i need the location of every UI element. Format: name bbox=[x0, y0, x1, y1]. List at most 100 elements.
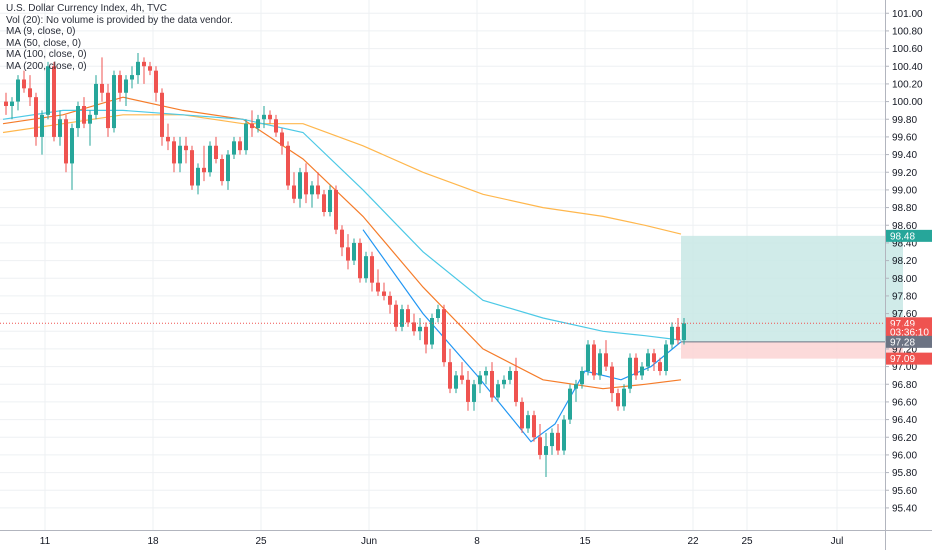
candle[interactable] bbox=[676, 326, 680, 341]
candle[interactable] bbox=[214, 145, 218, 159]
candle[interactable] bbox=[466, 379, 470, 402]
candle[interactable] bbox=[142, 61, 146, 67]
candle[interactable] bbox=[184, 145, 188, 151]
candle[interactable] bbox=[358, 242, 362, 279]
candle[interactable] bbox=[448, 362, 452, 389]
candle[interactable] bbox=[430, 318, 434, 345]
candle[interactable] bbox=[304, 172, 308, 195]
candle[interactable] bbox=[628, 357, 632, 389]
candle[interactable] bbox=[70, 128, 74, 164]
candle[interactable] bbox=[124, 79, 128, 93]
candle[interactable] bbox=[274, 119, 278, 133]
candle[interactable] bbox=[148, 66, 152, 71]
candle[interactable] bbox=[88, 114, 92, 124]
candle[interactable] bbox=[496, 384, 500, 398]
candle[interactable] bbox=[286, 145, 290, 186]
candle[interactable] bbox=[172, 141, 176, 164]
long-position-stop-zone[interactable] bbox=[681, 341, 903, 359]
candle[interactable] bbox=[544, 446, 548, 455]
candle[interactable] bbox=[190, 150, 194, 186]
candle[interactable] bbox=[376, 282, 380, 292]
candle[interactable] bbox=[256, 119, 260, 129]
candle[interactable] bbox=[622, 388, 626, 407]
candle[interactable] bbox=[46, 66, 50, 115]
indicator-ma50[interactable]: MA (50, close, 0) bbox=[6, 37, 82, 49]
candle[interactable] bbox=[322, 194, 326, 212]
candle[interactable] bbox=[634, 357, 638, 376]
candle[interactable] bbox=[334, 189, 338, 230]
candle[interactable] bbox=[400, 309, 404, 327]
candle[interactable] bbox=[160, 92, 164, 137]
candle[interactable] bbox=[340, 229, 344, 248]
candle[interactable] bbox=[568, 388, 572, 420]
candle[interactable] bbox=[40, 114, 44, 137]
candle[interactable] bbox=[556, 432, 560, 451]
candle[interactable] bbox=[682, 323, 686, 341]
candle[interactable] bbox=[508, 371, 512, 380]
candle[interactable] bbox=[316, 185, 320, 195]
candle[interactable] bbox=[388, 295, 392, 305]
candle[interactable] bbox=[604, 353, 608, 367]
candle[interactable] bbox=[592, 344, 596, 376]
candle[interactable] bbox=[514, 371, 518, 402]
candle[interactable] bbox=[268, 114, 272, 120]
candle[interactable] bbox=[616, 393, 620, 407]
candle[interactable] bbox=[520, 401, 524, 429]
candle[interactable] bbox=[202, 167, 206, 173]
candle[interactable] bbox=[76, 106, 80, 129]
candle[interactable] bbox=[370, 256, 374, 283]
candle[interactable] bbox=[472, 384, 476, 402]
indicator-ma100[interactable]: MA (100, close, 0) bbox=[6, 49, 87, 61]
candle[interactable] bbox=[118, 75, 122, 93]
candle[interactable] bbox=[598, 353, 602, 376]
candle[interactable] bbox=[586, 344, 590, 372]
candle[interactable] bbox=[328, 189, 332, 212]
candle[interactable] bbox=[64, 119, 68, 164]
candle[interactable] bbox=[460, 375, 464, 380]
candle[interactable] bbox=[670, 326, 674, 345]
candle[interactable] bbox=[658, 362, 662, 371]
candle[interactable] bbox=[52, 66, 56, 137]
candle[interactable] bbox=[610, 366, 614, 394]
candle[interactable] bbox=[574, 384, 578, 389]
candle[interactable] bbox=[34, 97, 38, 137]
candle[interactable] bbox=[178, 145, 182, 164]
candle[interactable] bbox=[502, 379, 506, 385]
candle[interactable] bbox=[16, 79, 20, 102]
candle[interactable] bbox=[232, 141, 236, 155]
candle[interactable] bbox=[538, 437, 542, 455]
candle[interactable] bbox=[106, 92, 110, 129]
candle[interactable] bbox=[10, 101, 14, 106]
candle[interactable] bbox=[442, 309, 446, 363]
candle[interactable] bbox=[646, 353, 650, 367]
candle[interactable] bbox=[346, 247, 350, 261]
candle[interactable] bbox=[394, 304, 398, 327]
candle[interactable] bbox=[550, 432, 554, 447]
candle[interactable] bbox=[208, 145, 212, 173]
candle[interactable] bbox=[196, 167, 200, 186]
candle[interactable] bbox=[298, 172, 302, 199]
candle[interactable] bbox=[418, 326, 422, 332]
candle[interactable] bbox=[292, 185, 296, 199]
candle[interactable] bbox=[244, 123, 248, 151]
candle[interactable] bbox=[406, 309, 410, 323]
long-position-target-zone[interactable] bbox=[681, 235, 903, 342]
candle[interactable] bbox=[664, 344, 668, 372]
indicator-ma9[interactable]: MA (9, close, 0) bbox=[6, 26, 76, 38]
candle[interactable] bbox=[352, 242, 356, 261]
candle[interactable] bbox=[130, 75, 134, 80]
candle[interactable] bbox=[454, 375, 458, 389]
candle[interactable] bbox=[640, 366, 644, 376]
candle[interactable] bbox=[220, 159, 224, 182]
candle[interactable] bbox=[100, 83, 104, 93]
candle[interactable] bbox=[382, 291, 386, 296]
candle[interactable] bbox=[136, 61, 140, 76]
candle[interactable] bbox=[532, 415, 536, 438]
candle[interactable] bbox=[412, 322, 416, 332]
candle[interactable] bbox=[238, 141, 242, 151]
indicator-ma200[interactable]: MA (200, close, 0) bbox=[6, 60, 87, 72]
candle[interactable] bbox=[112, 75, 116, 129]
candle[interactable] bbox=[58, 119, 62, 137]
